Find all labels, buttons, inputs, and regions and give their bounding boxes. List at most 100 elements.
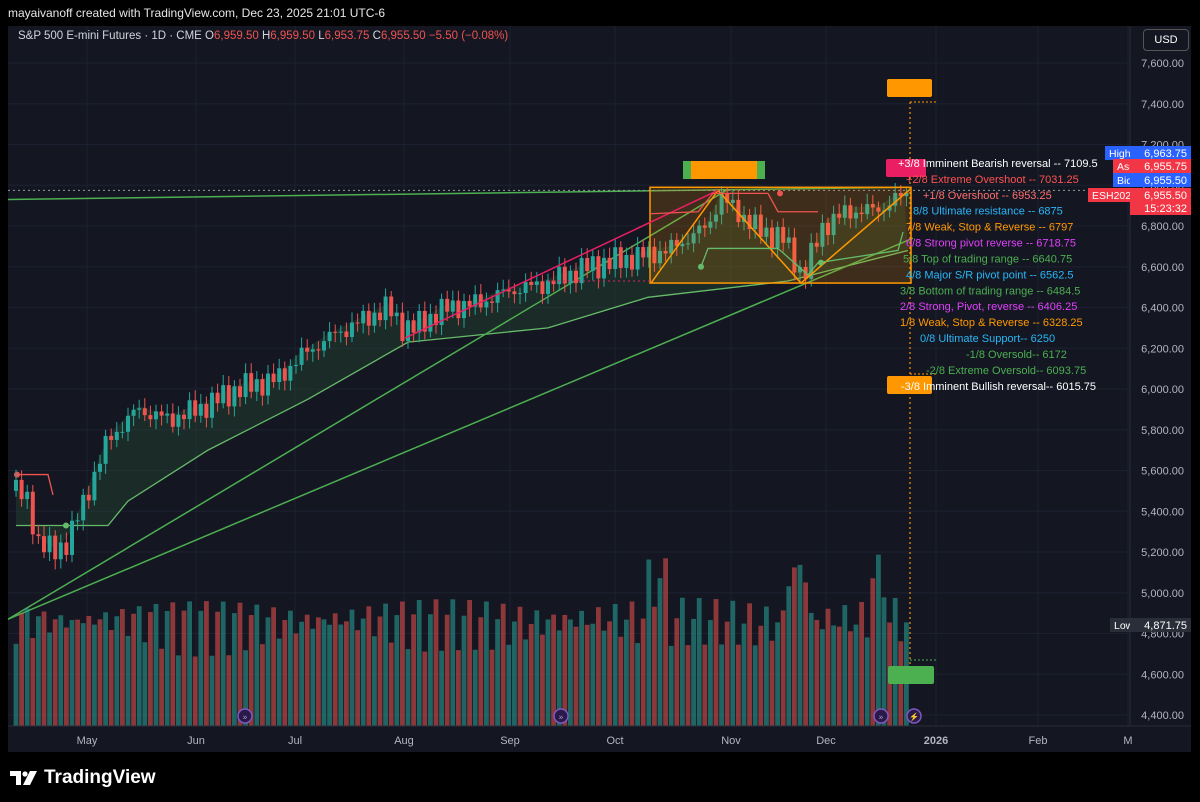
candle-body bbox=[529, 281, 534, 286]
volume-bar bbox=[579, 610, 584, 726]
volume-bar bbox=[680, 597, 685, 726]
price-tag-value-bg bbox=[1130, 146, 1191, 160]
candle-body bbox=[658, 251, 662, 264]
time-axis: May Jun Jul Aug Sep Oct Nov Dec 2026 Feb M bbox=[8, 725, 1191, 752]
close-label: C bbox=[372, 30, 381, 42]
candle-body bbox=[98, 463, 102, 472]
price-tag-label-bg bbox=[1113, 159, 1130, 173]
candle-body bbox=[271, 373, 276, 383]
volume-bar bbox=[691, 618, 696, 726]
candle-body bbox=[562, 266, 567, 284]
candle-body bbox=[305, 347, 310, 352]
volume-bar bbox=[428, 614, 433, 726]
currency-button[interactable]: USD bbox=[1143, 29, 1189, 51]
volume-bar bbox=[444, 614, 450, 726]
candle-body bbox=[887, 205, 892, 211]
candle-body bbox=[249, 373, 254, 392]
candle-body bbox=[165, 413, 170, 416]
candle-body bbox=[47, 535, 52, 553]
volume-bar bbox=[164, 610, 170, 726]
green-stop-line-2 bbox=[700, 231, 904, 276]
volume-bar bbox=[461, 615, 467, 726]
candle-body bbox=[126, 415, 130, 432]
volume-bar bbox=[881, 597, 887, 726]
candle-body bbox=[131, 409, 136, 416]
candle-body bbox=[434, 313, 438, 325]
candle-body bbox=[114, 431, 119, 440]
rectangle-badge-left bbox=[683, 161, 691, 179]
candle-body bbox=[719, 193, 724, 215]
price-tag-label: Low bbox=[1114, 620, 1134, 632]
time-axis-tick: Aug bbox=[394, 735, 414, 747]
volume-bar bbox=[220, 601, 226, 726]
volume-bar bbox=[820, 629, 825, 726]
green-stop-dot-3 bbox=[818, 259, 824, 266]
volume-bar bbox=[176, 655, 181, 726]
murrey-level-label: 0/8 Ultimate Support-- 6250 bbox=[920, 333, 1055, 345]
volume-bar bbox=[534, 610, 540, 726]
volume-bar bbox=[848, 631, 853, 726]
price-tag-value-bg bbox=[1130, 159, 1191, 173]
candle-body bbox=[322, 341, 326, 351]
candle-body bbox=[456, 300, 461, 319]
price-tag-label: ESH2026 bbox=[1092, 190, 1137, 202]
rectangle-pattern bbox=[649, 186, 912, 284]
volume-bar bbox=[383, 603, 388, 726]
candle-body bbox=[210, 392, 214, 418]
volume-bar bbox=[243, 650, 248, 726]
volume-bar bbox=[568, 619, 573, 726]
candle-body bbox=[680, 243, 685, 247]
candle-body bbox=[232, 386, 237, 407]
murrey-level-label: 7/8 Weak, Stop & Reverse -- 6797 bbox=[906, 222, 1073, 234]
volume-bar bbox=[736, 644, 741, 726]
candle-body bbox=[176, 414, 181, 427]
candle-body bbox=[366, 310, 371, 326]
tradingview-logo[interactable]: TradingView bbox=[10, 767, 156, 789]
red-stop-line-2 bbox=[649, 192, 818, 215]
candle-body bbox=[103, 435, 108, 464]
target-lower-badge bbox=[888, 666, 934, 684]
magenta-trend-line bbox=[404, 189, 719, 339]
candle-body bbox=[506, 289, 511, 292]
candle-body bbox=[725, 193, 730, 203]
candle-body bbox=[809, 242, 814, 279]
volume-bar bbox=[192, 656, 198, 726]
volume-bar bbox=[153, 603, 159, 726]
volume-bar bbox=[450, 599, 456, 726]
bottom-bar: TradingView bbox=[0, 752, 1200, 802]
candle-body bbox=[120, 431, 125, 433]
price-chart[interactable]: +3/8 Imminent Bearish reversal -- 7109.5… bbox=[8, 26, 1191, 752]
red-stop-line bbox=[16, 473, 54, 496]
murrey-level-label: 1/8 Weak, Stop & Reverse -- 6328.25 bbox=[900, 317, 1083, 329]
time-axis-tick: Oct bbox=[606, 735, 623, 747]
trend-line-shallow bbox=[8, 237, 914, 620]
candle-body bbox=[193, 400, 198, 416]
price-axis: 7,600.007,400.007,200.007,000.006,800.00… bbox=[1129, 26, 1191, 752]
volume-bar bbox=[624, 619, 629, 726]
event-icon-glyph: » bbox=[559, 713, 564, 722]
volume-bar bbox=[825, 608, 831, 726]
volume-bar bbox=[556, 630, 562, 726]
chart-pane[interactable]: +3/8 Imminent Bearish reversal -- 7109.5… bbox=[8, 26, 1191, 752]
candle-body bbox=[641, 247, 646, 258]
volume-bar bbox=[344, 621, 349, 726]
volume-bar bbox=[92, 624, 97, 726]
candle-body bbox=[221, 385, 226, 404]
murrey-level-label: -1/8 Oversold-- 6172 bbox=[966, 349, 1067, 361]
candle-body bbox=[770, 227, 774, 249]
volume-bar bbox=[276, 638, 282, 726]
volume-bar bbox=[657, 578, 663, 726]
candle-body bbox=[691, 233, 696, 244]
candle-body bbox=[753, 214, 758, 230]
close-value: 6,955.50 bbox=[380, 30, 426, 42]
murrey-level-label: 8/8 Ultimate resistance -- 6875 bbox=[913, 206, 1063, 218]
volume-bar bbox=[523, 639, 528, 726]
volume-bar bbox=[758, 625, 764, 726]
volume-bar bbox=[685, 645, 691, 726]
candle-body bbox=[14, 479, 18, 491]
event-icon-glyph: » bbox=[243, 713, 248, 722]
volume-bar bbox=[355, 630, 360, 726]
volume-bar bbox=[573, 626, 579, 726]
volume-bar bbox=[80, 623, 86, 726]
volume-bar bbox=[724, 621, 730, 726]
